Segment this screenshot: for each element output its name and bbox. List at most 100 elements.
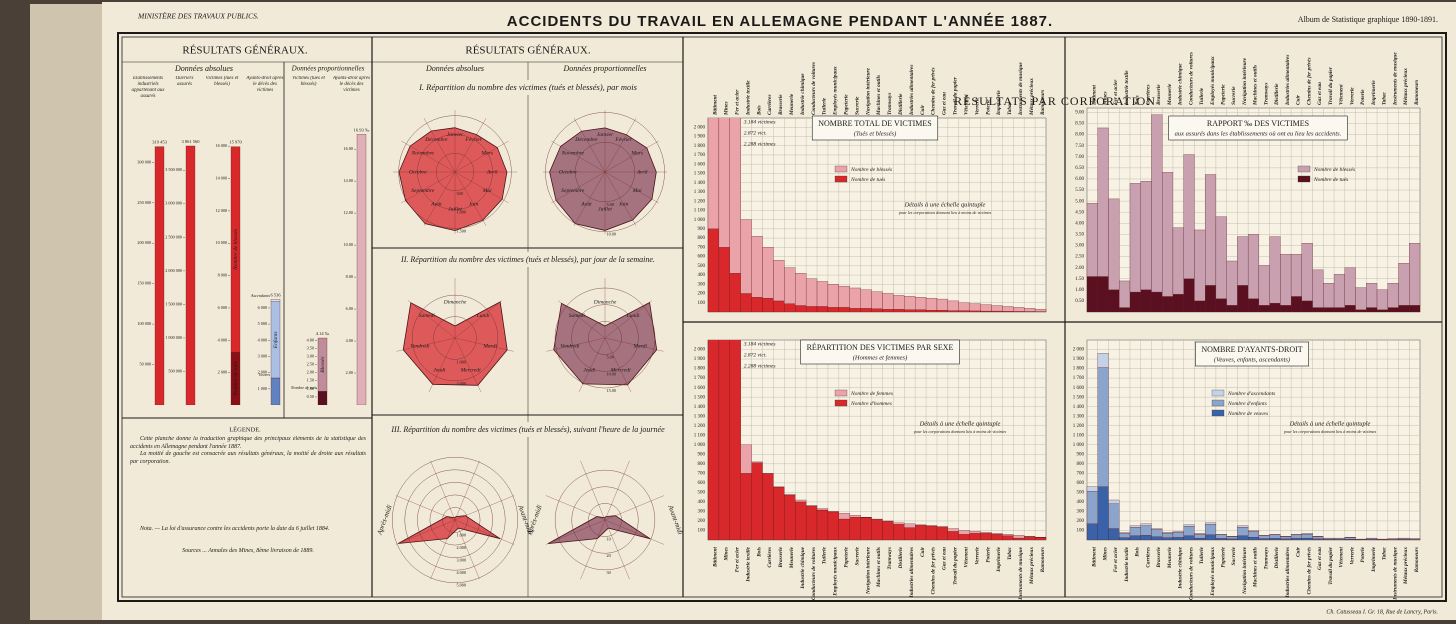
x-tick-label: Chemins de fer privés	[1306, 57, 1312, 105]
bar	[838, 513, 850, 520]
x-tick-label: Verrerie	[1349, 87, 1355, 105]
spoke	[454, 118, 487, 173]
r-tick-label: 30	[607, 570, 611, 575]
bar	[1301, 243, 1313, 302]
x-tick-label: Tabac	[1007, 546, 1013, 560]
x-tick-label: Tuilerie	[822, 546, 828, 564]
y-tick-label: 1 900	[694, 357, 706, 362]
title-box	[811, 115, 939, 141]
note: Détails à une échelle quintuple	[1289, 420, 1371, 427]
section-title: II. Répartition du nombre des victimes (…	[400, 255, 655, 264]
x-tick-label: Poterie	[1360, 546, 1366, 562]
bar	[707, 228, 720, 312]
y-tick-label: 1.00	[307, 386, 314, 391]
ring	[554, 469, 656, 571]
x-tick-label: Industrie chimique	[800, 546, 806, 589]
spoke	[604, 519, 630, 580]
bar	[980, 532, 992, 534]
bar	[1097, 367, 1109, 487]
x-tick-label: Tuilerie	[822, 97, 828, 115]
bar	[1119, 280, 1131, 308]
x-tick-label: Poterie	[985, 546, 991, 562]
x-tick-label: Industries alimentaires	[909, 65, 915, 116]
series-label: Nombre de tués	[233, 361, 239, 396]
ring	[411, 294, 499, 382]
category-box: Établissements industriels appartenant a…	[132, 76, 165, 99]
bar	[827, 511, 839, 540]
bar	[1226, 538, 1238, 540]
x-tick-label: Navigation intérieure	[865, 546, 871, 595]
bar	[1269, 236, 1281, 304]
y-tick-label: 4.00	[1075, 221, 1084, 226]
bar	[1269, 534, 1281, 539]
x-tick-label: Sucrerie	[854, 96, 860, 115]
x-tick-label: Bois	[756, 547, 762, 558]
bar	[816, 508, 829, 511]
x-tick-label: Mines	[1102, 91, 1108, 106]
category-label: Dimanche	[593, 299, 617, 305]
bar	[980, 304, 992, 312]
ring	[571, 486, 639, 554]
title-box	[1168, 115, 1348, 141]
bar	[882, 309, 894, 312]
bar	[1247, 234, 1260, 299]
spoke	[604, 519, 665, 545]
bar	[1290, 296, 1302, 312]
category-label: Janvier	[447, 132, 464, 138]
y-tick-label: 4 000	[258, 337, 267, 342]
category-label: Septembre	[411, 188, 435, 194]
category-label: Samedi	[569, 313, 586, 319]
y-tick-label: 100 000	[137, 321, 151, 326]
bar	[784, 494, 796, 496]
ring	[429, 494, 481, 546]
y-tick-label: 150 000	[137, 281, 151, 286]
section-band	[374, 80, 681, 95]
legend-label: Nombre de tués	[850, 177, 885, 183]
y-tick-label: 200 000	[137, 240, 151, 245]
bar	[762, 247, 774, 299]
x-tick-label: Fer et acier	[1113, 79, 1119, 105]
x-tick-label: Imprimerie	[996, 90, 1002, 116]
bar	[1194, 533, 1206, 535]
r-tick-label: 500	[457, 191, 463, 196]
bar	[1162, 532, 1174, 534]
r-tick-label: 20	[607, 553, 611, 558]
x-tick-label: Verrerie	[974, 97, 980, 115]
x-tick-label: Tuilerie	[1199, 87, 1205, 105]
bar	[893, 524, 905, 540]
y-tick-label: 16.00	[344, 146, 353, 151]
bar	[773, 300, 785, 312]
bar	[1205, 524, 1217, 535]
bar	[1333, 538, 1345, 540]
bar	[849, 308, 861, 312]
x-tick-label: Papeterie	[1220, 84, 1226, 105]
y-tick-label: 1 900	[1073, 357, 1085, 362]
x-tick-label: Carrières	[1145, 84, 1151, 105]
x-tick-label: Travail du papier	[1328, 546, 1334, 585]
bar	[1290, 534, 1302, 536]
category-label: Octobre	[409, 169, 427, 175]
bar	[1323, 307, 1335, 312]
x-tick-label: Carrières	[767, 547, 773, 568]
bar	[925, 525, 938, 540]
x-tick-label: Employés municipaux	[1210, 547, 1216, 597]
r-tick-label: 1.000	[457, 359, 466, 364]
bar	[958, 302, 970, 311]
bar	[1376, 309, 1388, 312]
bar	[773, 486, 785, 540]
legend-swatch	[1211, 409, 1225, 417]
y-tick-label: 2 000 000	[165, 268, 182, 273]
y-tick-label: 2.00	[307, 370, 314, 375]
x-tick-label: Tabac	[1382, 91, 1388, 105]
bar	[1247, 298, 1260, 312]
x-tick-label: Fer et acier	[734, 546, 740, 572]
x-tick-label: Navigation intérieure	[1242, 57, 1248, 106]
bar	[1237, 526, 1249, 536]
bar	[925, 310, 938, 312]
bar	[1215, 538, 1227, 540]
x-tick-label: Imprimerie	[1371, 546, 1377, 572]
bar	[1323, 283, 1335, 308]
y-tick-label: 3 000 000	[165, 201, 182, 206]
category-label: Mars	[630, 151, 643, 157]
y-tick-label: 3.00	[307, 353, 314, 358]
